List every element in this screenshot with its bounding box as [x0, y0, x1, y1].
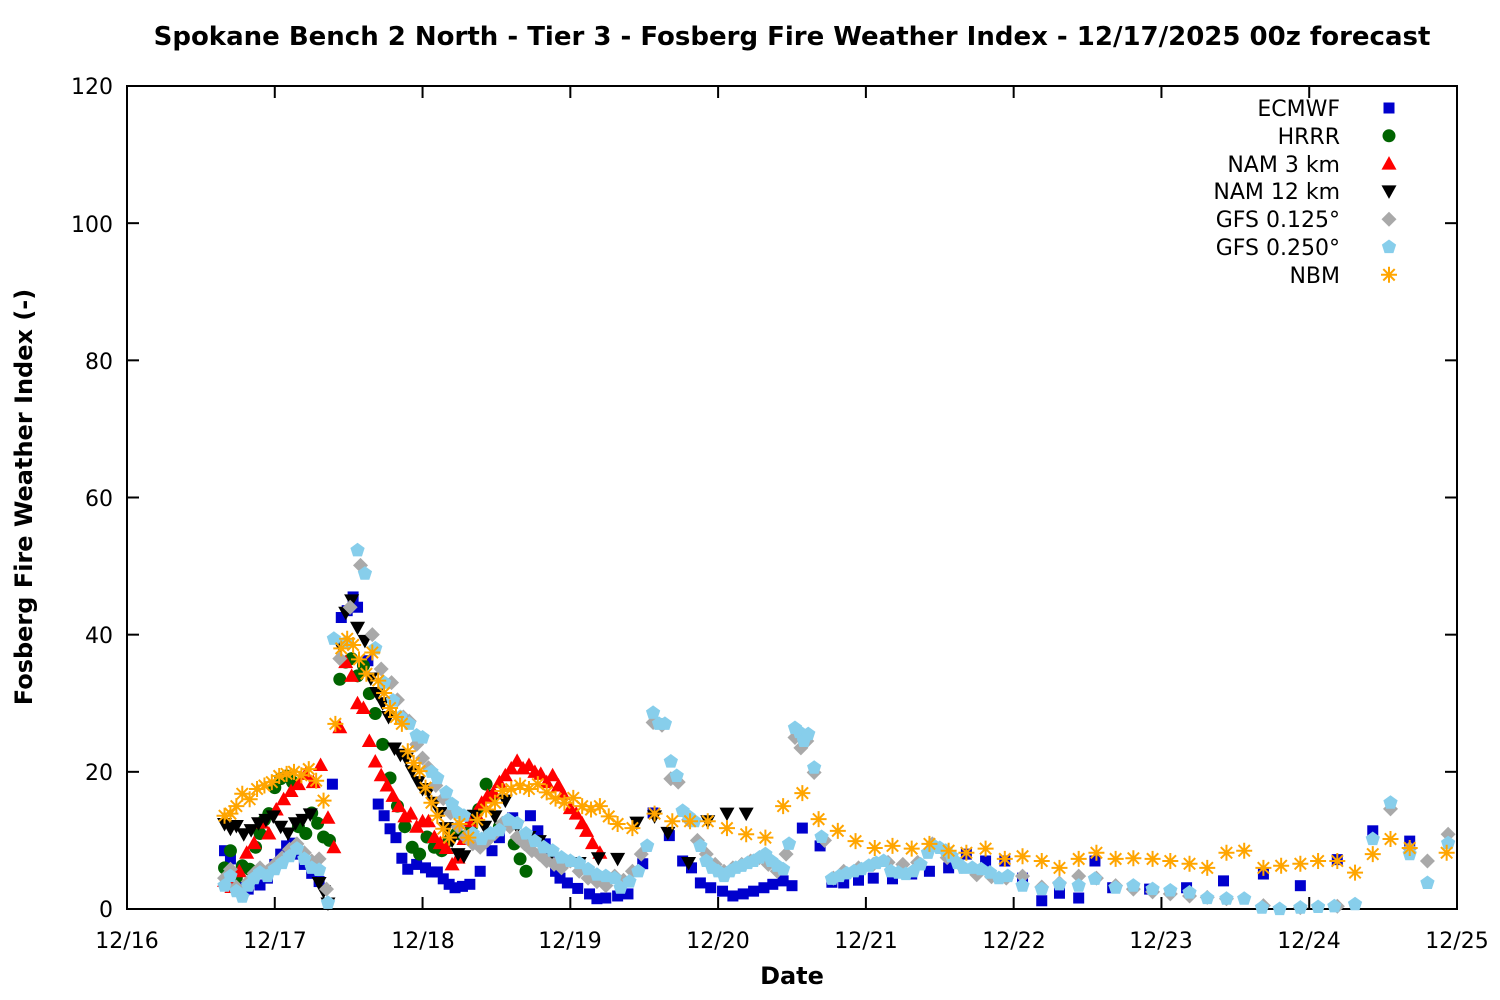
legend-marker-nam-3-km	[1381, 156, 1397, 170]
x-tick-12-17: 12/17	[243, 929, 306, 954]
legend-marker-gfs-0-125	[1381, 211, 1397, 227]
legend-marker-gfs-0-250	[1381, 239, 1397, 254]
y-tick-120: 120	[71, 75, 113, 100]
x-tick-labels: 12/16 12/17 12/18 12/19 12/20 12/21 12/2…	[95, 929, 1488, 954]
legend-markers	[1381, 102, 1397, 283]
y-tick-0: 0	[99, 898, 113, 923]
y-tick-20: 20	[85, 761, 113, 786]
y-tick-80: 80	[85, 350, 113, 375]
legend-marker-hrrr	[1382, 129, 1396, 143]
legend-label-gfs0250: GFS 0.250°	[1216, 236, 1340, 261]
x-tick-12-19: 12/19	[538, 929, 601, 954]
scatter-points	[216, 542, 1456, 916]
legend-label-nam12: NAM 12 km	[1213, 180, 1340, 205]
legend-marker-nbm	[1381, 266, 1397, 283]
y-tick-60: 60	[85, 487, 113, 512]
x-tick-12-21: 12/21	[834, 929, 897, 954]
legend-label-gfs0125: GFS 0.125°	[1216, 208, 1340, 233]
y-axis-label: Fosberg Fire Weather Index (-)	[10, 289, 38, 705]
y-tick-40: 40	[85, 624, 113, 649]
legend: ECMWF HRRR NAM 3 km NAM 12 km GFS 0.125°…	[1213, 97, 1397, 289]
y-tick-labels: 0 20 40 60 80 100 120	[71, 75, 113, 923]
x-tick-12-25: 12/25	[1425, 929, 1488, 954]
y-tick-100: 100	[71, 213, 113, 238]
x-tick-12-24: 12/24	[1277, 929, 1340, 954]
legend-label-nam3: NAM 3 km	[1227, 153, 1340, 178]
x-tick-12-18: 12/18	[391, 929, 454, 954]
x-axis-label: Date	[760, 962, 824, 990]
legend-label-nbm: NBM	[1289, 264, 1340, 289]
series-nbm	[216, 630, 1455, 881]
chart-title: Spokane Bench 2 North - Tier 3 - Fosberg…	[154, 22, 1431, 52]
series-nam-12-km	[217, 594, 754, 912]
legend-marker-nam-12-km	[1381, 185, 1397, 199]
legend-marker-ecmwf	[1383, 102, 1395, 114]
legend-label-hrrr: HRRR	[1278, 125, 1340, 150]
x-tick-12-22: 12/22	[982, 929, 1045, 954]
axis-tick-marks	[126, 85, 1458, 910]
series-gfs-0-250	[217, 542, 1456, 916]
x-tick-12-16: 12/16	[95, 929, 158, 954]
x-tick-12-23: 12/23	[1129, 929, 1192, 954]
x-tick-12-20: 12/20	[686, 929, 749, 954]
legend-label-ecmwf: ECMWF	[1257, 97, 1340, 122]
